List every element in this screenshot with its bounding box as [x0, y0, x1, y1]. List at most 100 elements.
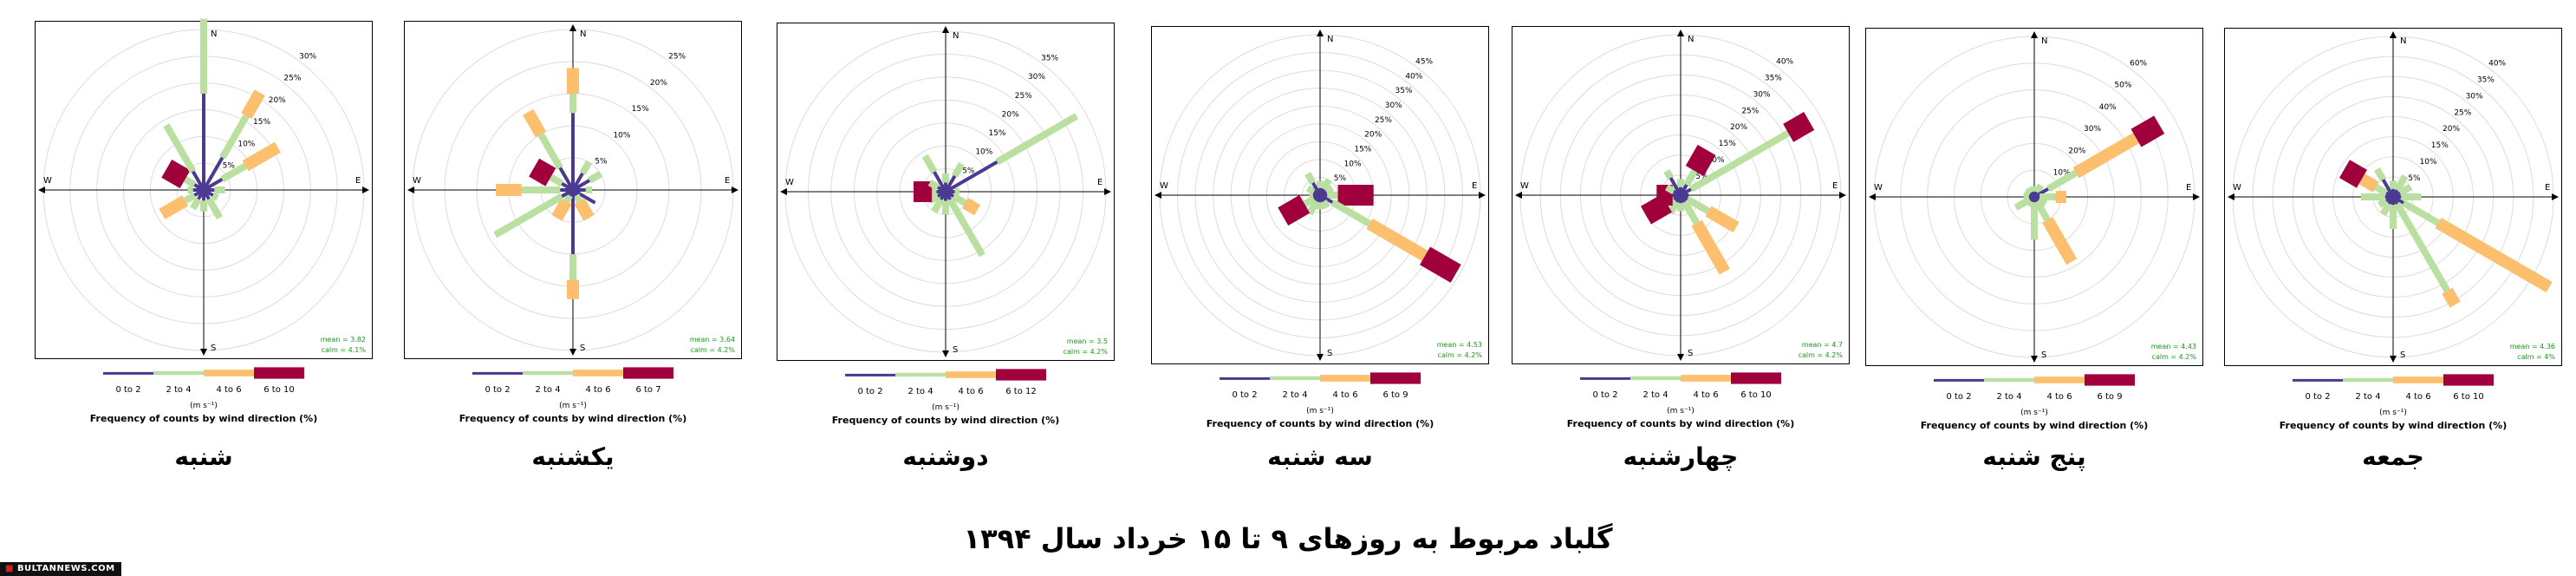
north-arrow-icon — [569, 24, 576, 31]
north-arrow-icon — [2390, 31, 2397, 38]
legend-swatch — [1320, 375, 1370, 382]
west-arrow-icon — [1869, 193, 1876, 200]
legend-swatch — [2343, 377, 2393, 383]
east-label: E — [1472, 181, 1477, 191]
south-label: S — [2041, 350, 2046, 360]
ring-label: 50% — [2114, 82, 2131, 90]
ring-label: 10% — [613, 131, 630, 140]
petal-segment — [1303, 195, 1316, 207]
petal-segment — [191, 170, 205, 191]
west-label: W — [2233, 183, 2241, 193]
mean-label: mean = 3.64 — [690, 336, 735, 344]
petal-segment — [1366, 218, 1428, 261]
petal-segment — [220, 162, 248, 183]
north-label: N — [1688, 35, 1694, 44]
east-arrow-icon — [2193, 193, 2200, 200]
legend-swatch — [103, 371, 153, 375]
legend-label: 4 to 6 — [1693, 390, 1718, 400]
legend-swatch — [1370, 372, 1421, 384]
mean-label: mean = 3.82 — [321, 336, 366, 344]
ring-label: 25% — [668, 52, 686, 61]
petal-segment — [163, 123, 197, 173]
petal-segment — [183, 192, 197, 204]
ring-label: 35% — [2477, 75, 2495, 84]
petal-segment — [242, 141, 281, 172]
north-arrow-icon — [942, 26, 949, 33]
south-label: S — [1688, 349, 1693, 358]
legend-swatch — [2293, 378, 2343, 382]
petal-segment — [219, 114, 250, 160]
legend-label: 6 to 10 — [1740, 390, 1771, 400]
north-arrow-icon — [1677, 29, 1684, 36]
south-label: S — [211, 344, 216, 353]
petal-segment — [563, 193, 573, 203]
unit-label: (m s⁻¹) — [932, 403, 959, 412]
watermark-dot-icon: ■ — [5, 564, 14, 573]
unit-label: (m s⁻¹) — [1306, 407, 1334, 416]
legend-swatch — [2443, 374, 2494, 386]
south-arrow-icon — [1317, 354, 1324, 361]
petal-segment — [571, 188, 596, 205]
south-arrow-icon — [2390, 356, 2397, 363]
petal-segment — [1304, 172, 1317, 185]
unit-label: (m s⁻¹) — [1667, 407, 1695, 416]
north-label: N — [580, 29, 586, 39]
petal-segment — [2358, 173, 2379, 193]
petal-segment — [2394, 202, 2450, 293]
petal-segment — [1320, 200, 1330, 210]
legend-label: 4 to 6 — [2405, 392, 2430, 402]
west-label: W — [1160, 181, 1168, 191]
ring-label: 10% — [1344, 160, 1362, 168]
legend-label: 0 to 2 — [1592, 390, 1617, 400]
legend-label: 2 to 4 — [907, 387, 933, 396]
ring-label: 5% — [2408, 174, 2421, 183]
ring-label: 40% — [2488, 59, 2506, 68]
legend-swatch — [946, 371, 996, 378]
north-arrow-icon — [1317, 29, 1324, 36]
legend-label: 0 to 2 — [1232, 390, 1257, 400]
day-label: جمعه — [2362, 442, 2424, 471]
ring-label: 25% — [2454, 108, 2471, 117]
north-label: N — [1327, 35, 1333, 44]
ring-label: 15% — [2431, 141, 2449, 150]
petal-segment — [241, 89, 265, 120]
ring-label: 25% — [1015, 92, 1032, 101]
ring-label: 10% — [2420, 158, 2437, 167]
petal-segment — [2030, 191, 2036, 198]
petal-segment — [946, 198, 986, 258]
west-label: W — [785, 178, 794, 187]
watermark-text: BULTANNEWS.COM — [16, 564, 115, 573]
petal-segment — [558, 167, 575, 192]
legend-label: 6 to 10 — [2453, 392, 2483, 402]
legend-swatch — [895, 372, 946, 377]
petal-segment — [211, 192, 220, 201]
mean-label: mean = 3.5 — [1067, 337, 1108, 345]
legend-label: 0 to 2 — [857, 387, 882, 396]
ring-label: 10% — [1708, 156, 1725, 165]
ring-label: 5% — [595, 158, 608, 167]
unit-label: (m s⁻¹) — [2379, 409, 2407, 417]
petal-segment — [2130, 115, 2165, 147]
ring-label: 15% — [253, 118, 270, 127]
east-label: E — [2545, 183, 2550, 193]
west-arrow-icon — [38, 187, 45, 193]
petal-segment — [962, 198, 981, 216]
east-arrow-icon — [732, 187, 738, 193]
ring-label: 30% — [299, 52, 316, 61]
legend-swatch — [1934, 378, 1984, 382]
petal-segment — [159, 195, 189, 219]
calm-label: calm = 4.2% — [2152, 353, 2197, 361]
legend-swatch — [2034, 376, 2085, 383]
petal-segment — [2394, 173, 2409, 192]
ring-label: 15% — [1354, 145, 1371, 154]
north-label: N — [2041, 36, 2047, 46]
legend-label: 4 to 6 — [216, 385, 241, 395]
legend-label: 2 to 4 — [2355, 392, 2380, 402]
legend-swatch — [254, 367, 304, 379]
ring-label: 35% — [1041, 54, 1058, 62]
north-label: N — [211, 29, 217, 39]
